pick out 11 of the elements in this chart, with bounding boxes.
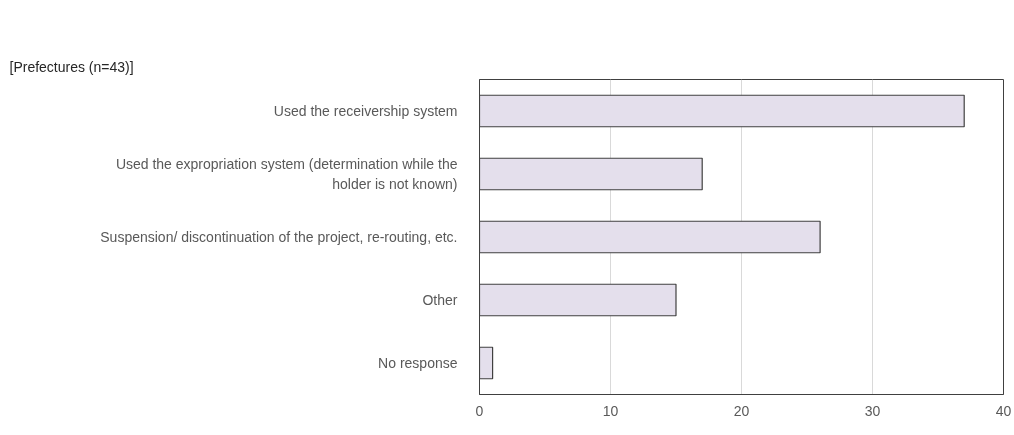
x-tick-label: 0: [475, 402, 484, 419]
x-tick-label: 30: [864, 402, 881, 419]
y-tick-label: No response: [378, 355, 458, 371]
text: [Prefectures (n=43)]: [9, 58, 134, 75]
x-tick-label: 10: [602, 402, 619, 419]
x-tick-label: 20: [733, 402, 750, 419]
y-tick-label: Suspension/ discontinuation of the project, re-routing, etc.: [100, 229, 458, 245]
y-tick-label: Used the expropriation system (determination while the holder is not known): [115, 156, 458, 192]
x-tick-label: 40: [995, 402, 1012, 419]
y-tick-label: Other: [422, 292, 458, 308]
y-tick-label: Used the receivership system: [273, 103, 458, 119]
